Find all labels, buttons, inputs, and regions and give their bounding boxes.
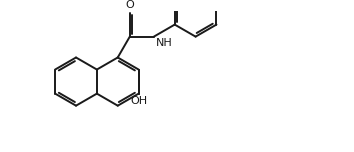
Text: NH: NH xyxy=(156,38,172,48)
Text: OH: OH xyxy=(130,96,147,106)
Text: O: O xyxy=(125,0,134,10)
